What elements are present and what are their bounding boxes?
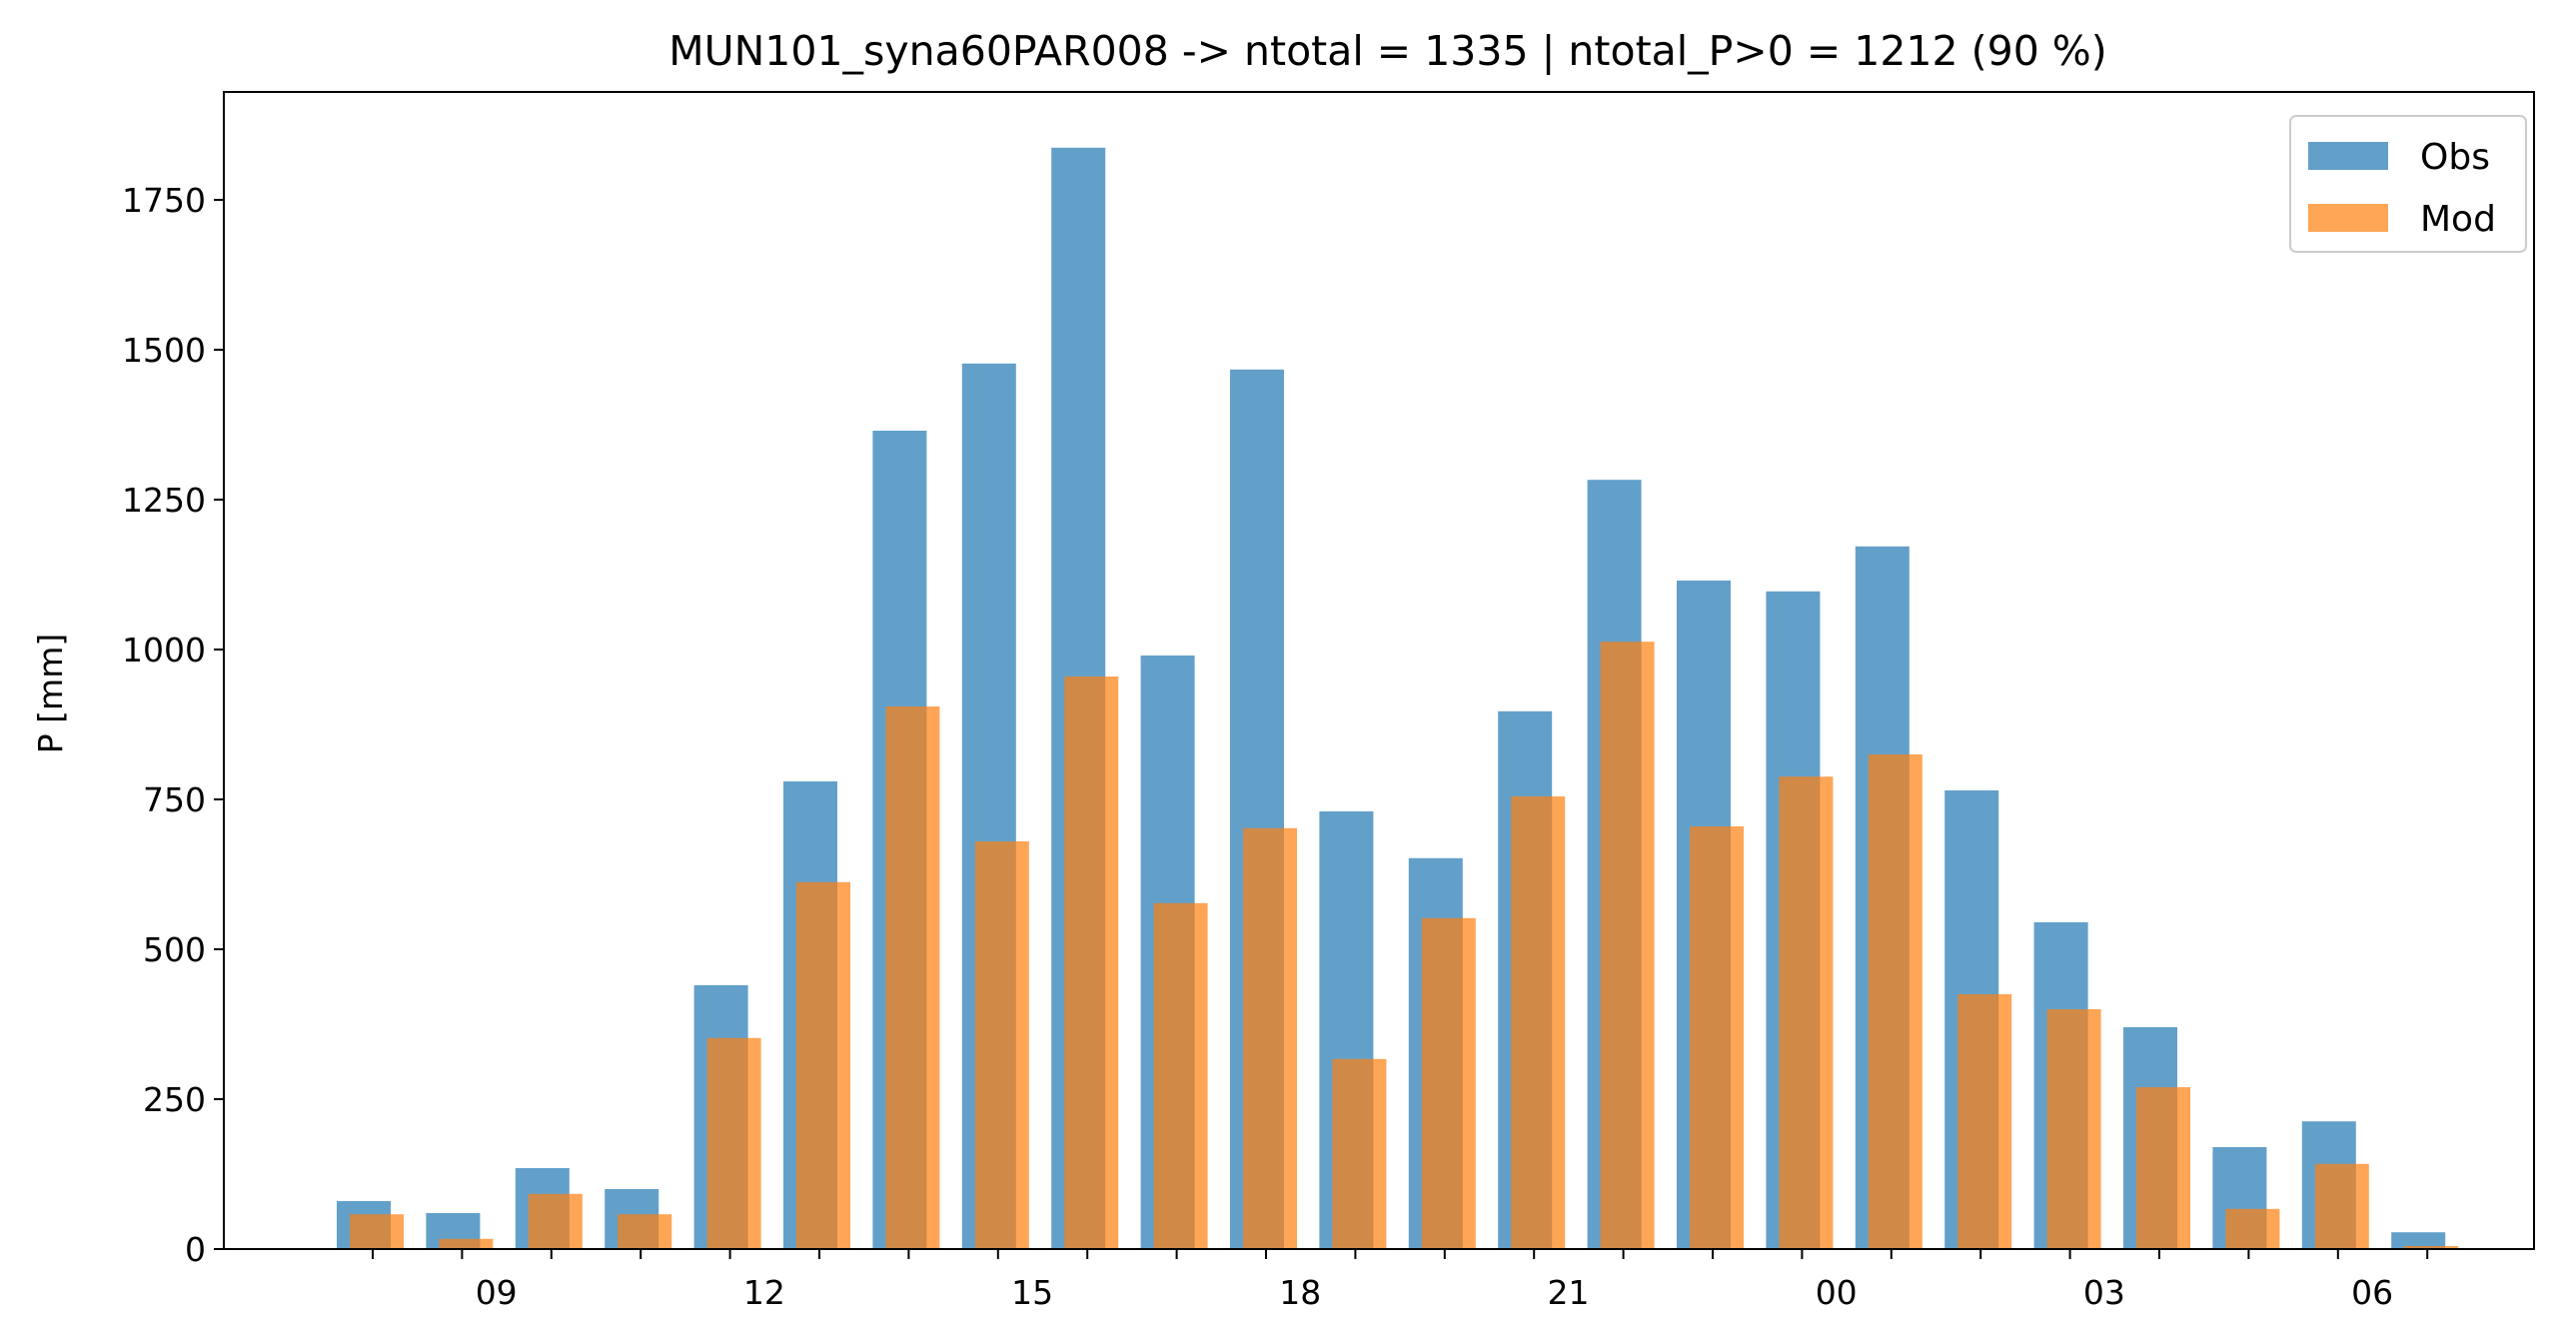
- bar-mod-01: [1868, 754, 1923, 1249]
- x-tick-label: 15: [1011, 1273, 1053, 1312]
- bar-mod-05: [2225, 1208, 2280, 1249]
- bar-mod-11: [618, 1214, 672, 1249]
- bar-mod-19: [1332, 1058, 1387, 1249]
- x-tick-label: 12: [743, 1273, 785, 1312]
- x-tick-label: 03: [2083, 1273, 2125, 1312]
- y-tick-label: 750: [143, 780, 206, 819]
- bar-mod-22: [1600, 642, 1655, 1249]
- legend-swatch-obs: [2308, 142, 2388, 170]
- bar-mod-03: [2046, 1009, 2101, 1249]
- y-tick-label: 1000: [122, 631, 206, 670]
- bar-obs-07: [2391, 1232, 2446, 1249]
- bar-mod-20: [1421, 917, 1476, 1249]
- y-tick-label: 250: [143, 1080, 206, 1119]
- y-tick-label: 1750: [122, 181, 206, 220]
- y-tick-label: 1250: [122, 481, 206, 520]
- bar-mod-10: [528, 1193, 583, 1249]
- chart-title: MUN101_syna60PAR008 -> ntotal = 1335 | n…: [668, 27, 2107, 75]
- legend-swatch-mod: [2308, 204, 2388, 232]
- y-axis-label: P [mm]: [31, 634, 70, 753]
- axes-layer: 0 250 500 750 1000 1250 1500 1750 09 12 15 18 21 00 03…: [122, 91, 2535, 1312]
- bar-mod-18: [1243, 827, 1297, 1249]
- bar-mod-12: [706, 1037, 761, 1249]
- bar-mod-06: [2314, 1163, 2369, 1249]
- bar-mod-17: [1153, 902, 1208, 1249]
- bar-mod-09: [439, 1238, 494, 1249]
- y-tick-label: 1500: [122, 331, 206, 370]
- legend-label-mod: Mod: [2420, 199, 2496, 240]
- bar-mod-16: [1064, 676, 1119, 1249]
- x-tick-label: 18: [1279, 1273, 1321, 1312]
- bar-mod-07: [2404, 1246, 2459, 1249]
- bar-mod-00: [1779, 776, 1834, 1249]
- bar-mod-02: [1957, 994, 2012, 1249]
- legend-label-obs: Obs: [2420, 137, 2490, 178]
- bar-mod-23: [1690, 826, 1744, 1249]
- x-tick-label: 21: [1548, 1273, 1590, 1312]
- bar-mod-04: [2136, 1087, 2190, 1249]
- x-tick-label: 06: [2351, 1273, 2393, 1312]
- legend: Obs Mod: [2289, 115, 2527, 253]
- y-tick-label: 0: [185, 1230, 206, 1269]
- x-tick-label: 09: [476, 1273, 518, 1312]
- y-tick-label: 500: [143, 930, 206, 969]
- bars-layer: [337, 147, 2459, 1249]
- plot-frame: [223, 91, 2535, 1250]
- bar-mod-15: [974, 841, 1029, 1249]
- x-tick-label: 00: [1816, 1273, 1858, 1312]
- bar-mod-21: [1511, 796, 1566, 1249]
- bar-mod-14: [885, 706, 940, 1249]
- bar-mod-08: [350, 1214, 404, 1249]
- bar-mod-13: [796, 881, 850, 1249]
